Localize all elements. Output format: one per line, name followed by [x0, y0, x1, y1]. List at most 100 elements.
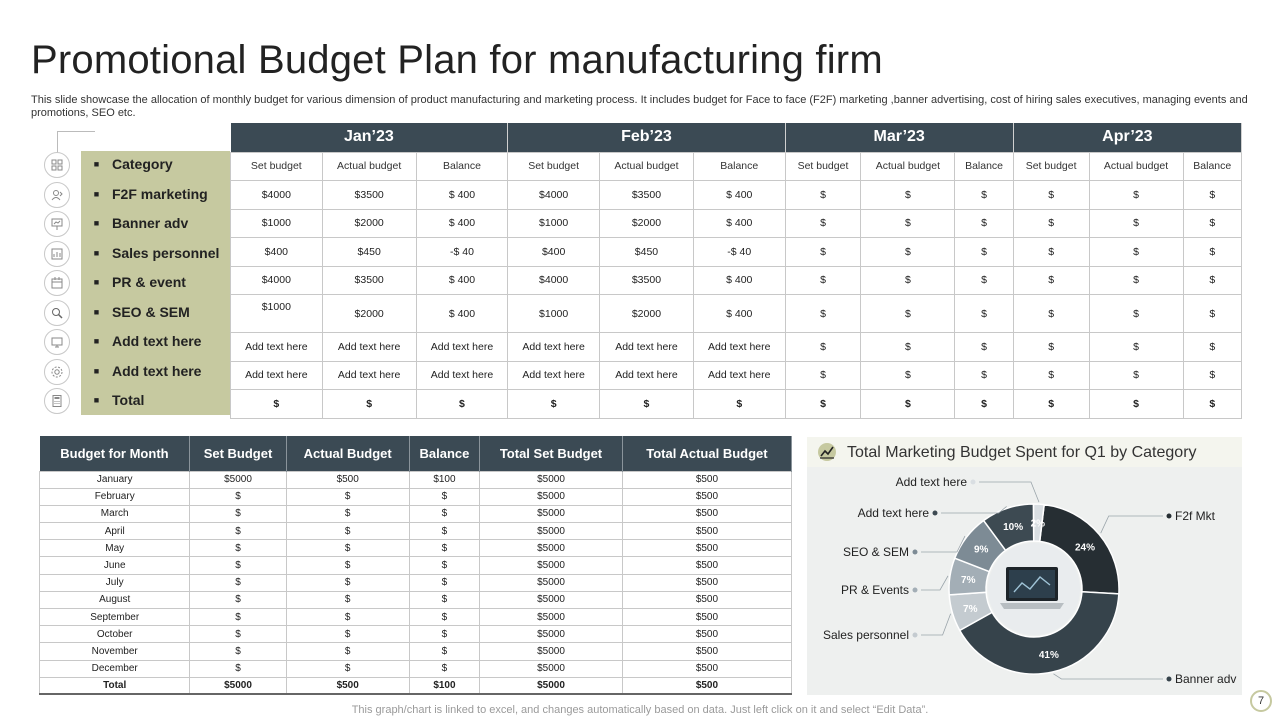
legend-dot	[932, 510, 938, 516]
leader-line	[1053, 673, 1163, 680]
table-cell: December	[38, 659, 191, 678]
table-cell: $	[1012, 237, 1090, 267]
table-cell: $	[1182, 265, 1243, 295]
table-cell: February	[38, 487, 191, 506]
table-cell: $	[860, 237, 956, 267]
category-label: Banner adv	[112, 215, 189, 231]
table-row: January $5000 $500 $100 $5000 $500	[38, 470, 793, 489]
table-cell: August	[38, 590, 191, 610]
pie-chart-title: Total Marketing Budget Spent for Q1 by C…	[847, 444, 1197, 461]
table-row: $ $ $ $ $ $ $ $ $ $ $ $	[230, 389, 1243, 419]
table-cell: $	[285, 590, 410, 610]
category-label: Add text here	[112, 333, 202, 349]
sub-header-cell: Actual budget	[321, 151, 417, 181]
table-cell: $500	[621, 625, 793, 644]
table-cell: $5000	[479, 590, 623, 610]
table-cell: $	[1012, 360, 1090, 390]
table-row: December $ $ $ $5000 $500	[38, 659, 793, 678]
table-cell: $4000	[230, 180, 323, 210]
pie-category-label: PR & Events	[840, 583, 909, 597]
pie-percent-label: 10%	[1003, 522, 1023, 533]
column-header: Total Set Budget	[479, 436, 623, 471]
table-cell: $	[1182, 208, 1243, 238]
total-cell: $500	[621, 676, 793, 696]
table-cell: $	[954, 237, 1014, 267]
table-cell: $ 400	[692, 208, 786, 238]
table-cell: $	[408, 522, 481, 541]
category-item: ■ Banner adv	[81, 210, 230, 236]
pie-chart-panel: Total Marketing Budget Spent for Q1 by C…	[807, 437, 1242, 695]
table-cell: $	[189, 556, 287, 575]
table-cell: $ 400	[415, 180, 509, 210]
total-cell: $5000	[479, 676, 623, 696]
table-cell: November	[38, 642, 191, 661]
table-row: July $ $ $ $5000 $500	[38, 573, 793, 592]
table-cell: October	[38, 625, 191, 644]
table-cell: $	[860, 332, 956, 362]
table-cell: $	[1182, 360, 1243, 390]
table-cell: January	[38, 470, 191, 489]
table-cell: $500	[621, 573, 793, 592]
table-cell: $	[784, 237, 862, 267]
category-label: PR & event	[112, 274, 186, 290]
footer-note: This graph/chart is linked to excel, and…	[351, 704, 929, 716]
table-cell: $	[1012, 208, 1090, 238]
table-cell: $1000	[507, 294, 600, 333]
sub-header-cell: Actual budget	[598, 151, 694, 181]
table-cell: Add text here	[415, 332, 509, 362]
pie-category-label: Add text here	[857, 506, 929, 520]
table-cell: $	[784, 294, 862, 333]
table-cell: $	[860, 389, 956, 419]
table-cell: $	[408, 573, 481, 592]
column-header: Set Budget	[189, 436, 287, 471]
leader-line	[1100, 515, 1163, 534]
pie-percent-label: 2%	[1031, 519, 1046, 530]
column-header: Total Actual Budget	[622, 436, 793, 471]
table-cell: -$ 40	[692, 237, 786, 267]
table-cell: $500	[621, 504, 793, 524]
table-cell: $500	[621, 487, 793, 506]
pie-chart-header: Total Marketing Budget Spent for Q1 by C…	[807, 437, 1242, 467]
pie-percent-label: 7%	[963, 604, 978, 615]
table-cell: Add text here	[507, 332, 600, 362]
table-cell: Add text here	[507, 360, 600, 390]
table-cell: $1000	[230, 208, 323, 238]
pie-category-label: Banner adv	[1175, 672, 1237, 686]
table-cell: $	[189, 504, 287, 524]
sub-header-cell: Actual budget	[860, 151, 956, 181]
column-header: Actual Budget	[286, 436, 410, 471]
table-cell: $3500	[598, 180, 694, 210]
table-cell: September	[38, 607, 191, 627]
month-header: Feb’23	[507, 123, 786, 152]
legend-dot	[970, 479, 976, 485]
table-cell: $2000	[321, 208, 417, 238]
month-header: Mar’23	[785, 123, 1014, 152]
total-cell: Total	[38, 676, 191, 696]
table-cell: $	[285, 607, 410, 627]
table-cell: $	[1088, 332, 1184, 362]
table-row: February $ $ $ $5000 $500	[38, 487, 793, 506]
table-row: August $ $ $ $5000 $500	[38, 590, 793, 610]
table-cell: $100	[408, 470, 481, 489]
table-cell: $	[285, 487, 410, 506]
sub-header-cell: Actual budget	[1088, 151, 1184, 181]
table-cell: $	[860, 208, 956, 238]
bullet-marker: ■	[93, 306, 100, 317]
table-cell: $	[321, 389, 417, 419]
table-cell: $	[189, 642, 287, 661]
pie-slice	[958, 590, 1120, 675]
category-item: ■ SEO & SEM	[81, 299, 230, 325]
table-cell: $	[784, 208, 862, 238]
table-cell: $	[415, 389, 509, 419]
table-cell: $5000	[479, 470, 623, 489]
table-cell: $ 400	[692, 265, 786, 295]
table-cell: $450	[598, 237, 694, 267]
table-cell: $	[954, 294, 1014, 333]
sub-header-cell: Balance	[415, 151, 509, 181]
person-icon	[44, 181, 70, 208]
table-cell: $	[285, 642, 410, 661]
category-item: ■ F2F marketing	[81, 181, 230, 207]
monitor-icon	[44, 329, 70, 355]
presentation-icon	[44, 211, 70, 237]
table-cell: $	[954, 360, 1014, 390]
